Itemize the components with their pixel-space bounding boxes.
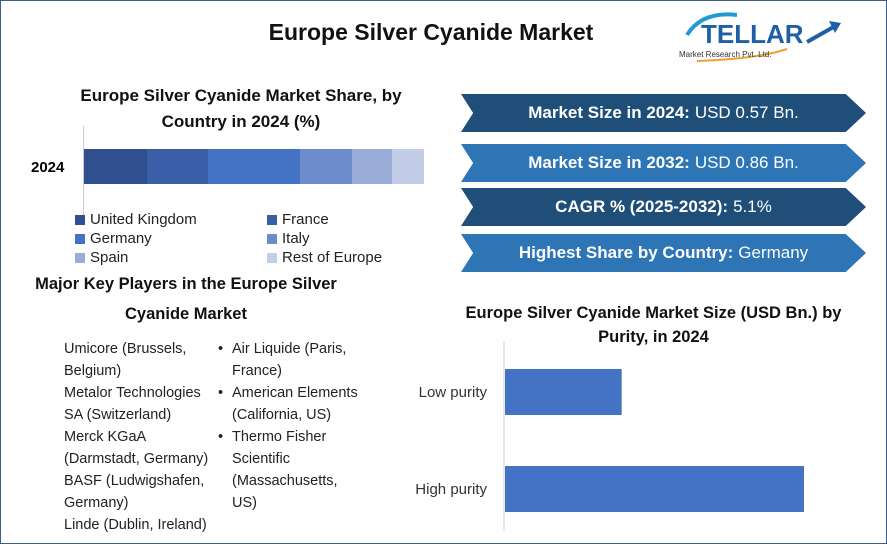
- bar-segment-france: [146, 149, 209, 184]
- stat-label: CAGR % (2025-2032):: [555, 197, 729, 216]
- legend-swatch: [267, 214, 277, 225]
- bullet-icon: •: [218, 385, 224, 401]
- share-category-label: 2024: [31, 159, 65, 176]
- stat-banner: Market Size in 2032: USD 0.86 Bn.: [461, 144, 866, 182]
- player-item: BASF (Ludwigshafen, Germany): [64, 470, 222, 514]
- legend-label: Rest of Europe: [282, 249, 383, 266]
- stat-value: USD 0.57 Bn.: [694, 103, 799, 122]
- legend-item: Germany: [75, 230, 267, 247]
- logo-graphic: TELLAR: [685, 12, 841, 62]
- player-name: American Elements (California, US): [232, 385, 358, 423]
- stat-banner: CAGR % (2025-2032): 5.1%: [461, 188, 866, 226]
- bar-segment-spain: [351, 149, 392, 184]
- purity-chart: Low purity High purity: [415, 341, 804, 531]
- players-title: Major Key Players in the Europe Silver C…: [35, 275, 337, 323]
- player-item: Umicore (Brussels, Belgium): [64, 338, 222, 382]
- share-chart-title: Europe Silver Cyanide Market Share, by C…: [80, 86, 402, 131]
- player-item: • Thermo Fisher Scientific (Massachusetts…: [218, 426, 358, 514]
- purity-category-label: Low purity: [419, 384, 488, 401]
- legend-swatch: [267, 233, 277, 244]
- stat-label: Market Size in 2024:: [528, 103, 690, 122]
- share-legend: United Kingdom France Germany Italy Spain Res…: [75, 211, 405, 266]
- legend-label: United Kingdom: [90, 211, 197, 228]
- bullet-icon: •: [218, 429, 224, 445]
- share-stacked-bar: [84, 149, 424, 184]
- logo-tagline: Market Research Pvt. Ltd.: [679, 50, 772, 59]
- bar-segment-italy: [299, 149, 352, 184]
- bullet-icon: •: [218, 341, 224, 357]
- stat-value: 5.1%: [733, 197, 772, 216]
- legend-label: Germany: [90, 230, 152, 247]
- legend-swatch: [75, 214, 85, 225]
- player-name: Linde (Dublin, Ireland): [64, 517, 207, 533]
- stat-value: Germany: [738, 243, 809, 262]
- players-list-left: Umicore (Brussels, Belgium) Metalor Techn…: [64, 338, 222, 536]
- legend-item: Spain: [75, 249, 267, 266]
- players-list-right: • Air Liquide (Paris, France) • American El…: [218, 338, 358, 514]
- legend-item: Rest of Europe: [267, 249, 405, 266]
- stat-banner: Highest Share by Country: Germany: [461, 234, 866, 272]
- stat-label: Highest Share by Country:: [518, 243, 734, 262]
- legend-item: Italy: [267, 230, 405, 247]
- page-title: Europe Silver Cyanide Market: [268, 19, 594, 45]
- player-item: • American Elements (California, US): [218, 382, 358, 426]
- player-name: BASF (Ludwigshafen, Germany): [64, 473, 205, 511]
- svg-text:TELLAR: TELLAR: [701, 19, 804, 49]
- stat-value: USD 0.86 Bn.: [694, 153, 799, 172]
- purity-chart-title: Europe Silver Cyanide Market Size (USD B…: [465, 304, 842, 346]
- legend-item: United Kingdom: [75, 211, 267, 228]
- bar-segment-germany: [208, 149, 300, 184]
- legend-label: Spain: [90, 249, 129, 266]
- legend-swatch: [75, 252, 85, 263]
- player-item: • Air Liquide (Paris, France): [218, 338, 358, 382]
- stat-label: Market Size in 2032:: [528, 153, 690, 172]
- player-name: Umicore (Brussels, Belgium): [64, 341, 187, 379]
- purity-bar-high-purity: [505, 466, 804, 512]
- purity-bar-low-purity: [505, 369, 622, 415]
- bar-segment-rest-of-europe: [392, 149, 424, 184]
- purity-category-label: High purity: [415, 481, 487, 498]
- legend-label: Italy: [282, 230, 310, 247]
- bar-segment-united-kingdom: [84, 149, 147, 184]
- legend-item: France: [267, 211, 405, 228]
- player-name: Air Liquide (Paris, France): [232, 341, 347, 379]
- stellar-logo: TELLAR Market Research Pvt. Ltd.: [677, 7, 847, 65]
- stat-banner: Market Size in 2024: USD 0.57 Bn.: [461, 94, 866, 132]
- legend-swatch: [75, 233, 85, 244]
- player-item: Linde (Dublin, Ireland): [64, 514, 222, 536]
- legend-swatch: [267, 252, 277, 263]
- legend-label: France: [282, 211, 329, 228]
- share-axis: [83, 126, 84, 221]
- player-name: Merck KGaA (Darmstadt, Germany): [64, 429, 209, 467]
- player-item: Merck KGaA (Darmstadt, Germany): [64, 426, 222, 470]
- player-item: Metalor Technologies SA (Switzerland): [64, 382, 222, 426]
- player-name: Thermo Fisher Scientific (Massachusetts,…: [232, 429, 338, 511]
- player-name: Metalor Technologies SA (Switzerland): [64, 385, 201, 423]
